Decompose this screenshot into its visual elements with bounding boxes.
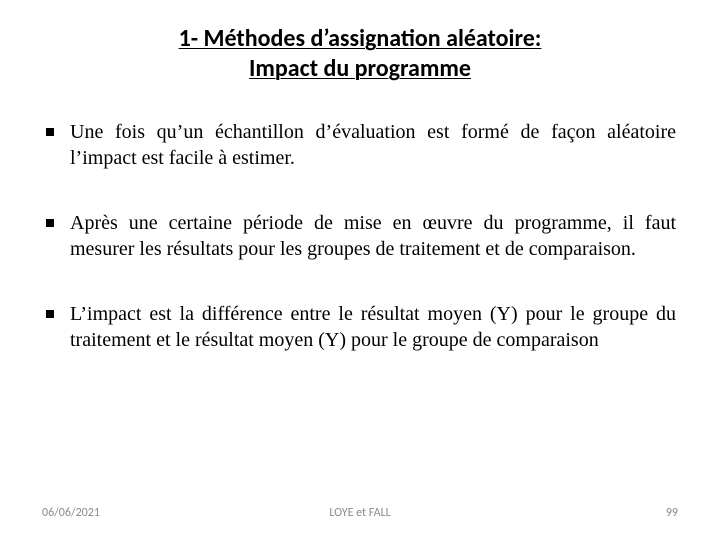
title-line-2: Impact du programme bbox=[42, 54, 678, 84]
bullet-item: Une fois qu’un échantillon d’évaluation … bbox=[44, 120, 676, 171]
slide-footer: 06/06/2021 LOYE et FALL 99 bbox=[0, 506, 720, 520]
footer-author: LOYE et FALL bbox=[329, 506, 390, 520]
bullet-item: Après une certaine période de mise en œu… bbox=[44, 211, 676, 262]
footer-date: 06/06/2021 bbox=[42, 506, 100, 520]
slide: 1- Méthodes d’assignation aléatoire: Imp… bbox=[0, 0, 720, 540]
bullet-list: Une fois qu’un échantillon d’évaluation … bbox=[44, 120, 676, 354]
bullet-item: L’impact est la différence entre le résu… bbox=[44, 302, 676, 353]
slide-title: 1- Méthodes d’assignation aléatoire: Imp… bbox=[42, 24, 678, 84]
footer-page-number: 99 bbox=[666, 506, 678, 520]
title-line-1: 1- Méthodes d’assignation aléatoire: bbox=[42, 24, 678, 54]
